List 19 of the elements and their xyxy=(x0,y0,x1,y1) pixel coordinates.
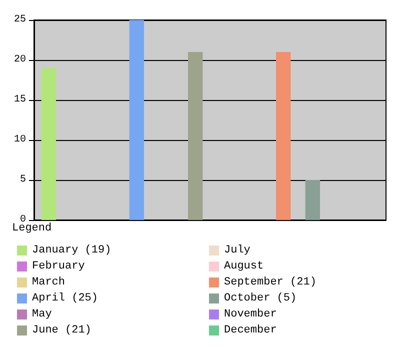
legend-label: February xyxy=(32,260,86,272)
y-tick-label: 10 xyxy=(14,134,26,146)
y-tick-label: 5 xyxy=(20,174,26,186)
legend-label: December xyxy=(224,324,277,336)
y-tick-label: 0 xyxy=(20,214,26,226)
legend-label: May xyxy=(32,308,52,320)
y-tick-label: 15 xyxy=(14,94,26,106)
legend-label: March xyxy=(32,276,66,288)
y-tick-label: 25 xyxy=(14,14,26,26)
legend-label: September (21) xyxy=(224,276,316,288)
legend-label: January (19) xyxy=(32,244,112,256)
legend-label: June (21) xyxy=(32,324,92,336)
legend-label: November xyxy=(224,308,277,320)
y-tick-label: 20 xyxy=(14,54,26,66)
legend-label: October (5) xyxy=(224,292,297,304)
legend-title: Legend xyxy=(12,222,52,234)
legend-label: April (25) xyxy=(32,292,98,304)
legend-label: July xyxy=(224,244,251,256)
legend-label: August xyxy=(224,260,264,272)
